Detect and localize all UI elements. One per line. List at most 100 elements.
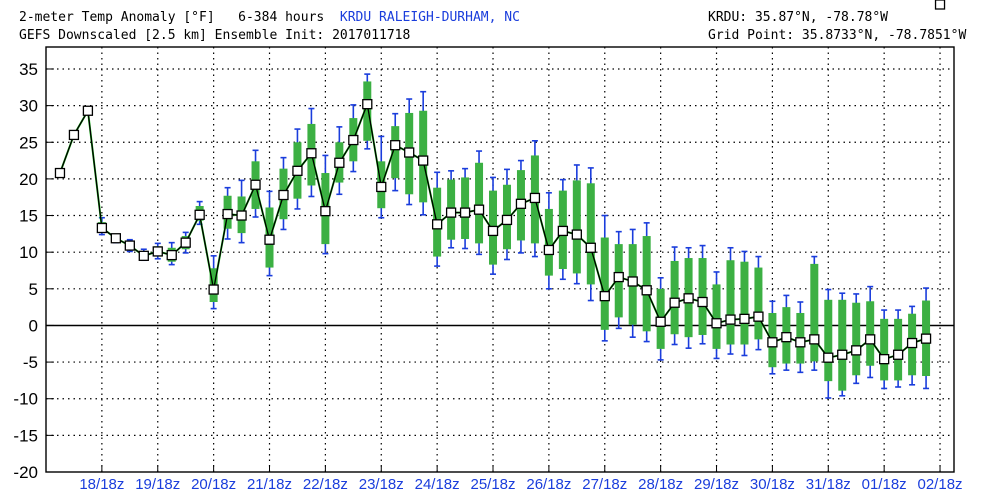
x-tick-label: 01/18z bbox=[862, 476, 907, 493]
median-marker bbox=[501, 214, 513, 226]
y-tick-label: -10 bbox=[13, 390, 38, 409]
median-marker bbox=[473, 204, 485, 215]
median-marker bbox=[152, 246, 163, 257]
x-axis: 18/18z 19/18z 20/18z 21/18z 22/18z 23/18z 24/1… bbox=[79, 466, 963, 493]
box-iqr bbox=[544, 208, 553, 276]
x-tick-label: 31/18z bbox=[806, 476, 851, 493]
box-iqr bbox=[600, 237, 609, 330]
x-tick-label: 28/18z bbox=[638, 476, 683, 493]
y-tick-label: 10 bbox=[19, 243, 38, 262]
median-marker bbox=[236, 210, 247, 221]
median-marker bbox=[278, 189, 289, 201]
x-tick-label: 19/18z bbox=[135, 476, 180, 493]
median-marker bbox=[711, 318, 722, 329]
median-marker bbox=[306, 148, 317, 159]
median-marker bbox=[837, 349, 848, 360]
x-tick-label: 26/18z bbox=[526, 476, 571, 493]
y-tick-label: -15 bbox=[13, 426, 38, 445]
median-marker bbox=[851, 345, 862, 356]
median-marker bbox=[809, 334, 820, 345]
x-tick-label: 29/18z bbox=[694, 476, 739, 493]
median-marker bbox=[96, 222, 108, 234]
y-tick-label: 15 bbox=[19, 207, 38, 226]
median-marker bbox=[138, 250, 149, 261]
median-marker bbox=[459, 207, 471, 218]
median-marker bbox=[934, 0, 946, 10]
median-marker bbox=[431, 219, 443, 230]
y-axis: 35 30 25 20 15 10 5 0 -5 -10 -15 -20 bbox=[13, 60, 54, 482]
y-tick-label: 30 bbox=[19, 97, 38, 116]
median-marker bbox=[739, 313, 750, 325]
x-tick-label: 30/18z bbox=[750, 476, 795, 493]
box-iqr bbox=[475, 162, 484, 244]
x-tick-label: 18/18z bbox=[79, 476, 124, 493]
x-tick-label: 27/18z bbox=[582, 476, 627, 493]
x-tick-label: 23/18z bbox=[359, 476, 404, 493]
median-marker bbox=[487, 225, 499, 237]
chart-title: 2-meter Temp Anomaly [°F] 6-384 hours bbox=[19, 10, 325, 25]
y-tick-label: 5 bbox=[29, 280, 38, 299]
box-iqr bbox=[866, 301, 875, 366]
median-marker bbox=[250, 179, 261, 190]
y-tick-label: 35 bbox=[19, 60, 38, 79]
median-marker bbox=[110, 233, 121, 244]
box-iqr bbox=[838, 299, 847, 391]
median-marker bbox=[585, 242, 596, 253]
median-marker bbox=[920, 333, 932, 344]
median-marker bbox=[865, 334, 876, 345]
x-tick-label: 22/18z bbox=[303, 476, 348, 493]
x-tick-label: 21/18z bbox=[247, 476, 292, 493]
station-coords: KRDU: 35.87°N, -78.78°W bbox=[708, 10, 889, 25]
median-marker bbox=[753, 311, 764, 322]
median-marker bbox=[208, 284, 219, 295]
median-marker bbox=[222, 208, 233, 220]
median-marker bbox=[795, 337, 806, 348]
median-marker bbox=[54, 167, 66, 179]
median-marker bbox=[627, 276, 638, 287]
y-tick-label: 0 bbox=[29, 316, 38, 335]
median-marker bbox=[613, 271, 624, 283]
median-marker bbox=[348, 134, 359, 146]
chart-subtitle: GEFS Downscaled [2.5 km] Ensemble Init: … bbox=[19, 28, 411, 43]
median-marker bbox=[823, 352, 834, 363]
median-marker bbox=[445, 207, 457, 218]
y-tick-label: 25 bbox=[19, 133, 38, 152]
box-iqr bbox=[391, 126, 400, 179]
box-iqr bbox=[852, 302, 861, 376]
box-iqr bbox=[810, 263, 819, 362]
median-marker bbox=[334, 157, 345, 168]
y-tick-label: -20 bbox=[13, 463, 38, 482]
grid-lines bbox=[46, 47, 954, 472]
box-iqr bbox=[586, 183, 595, 285]
plot-frame bbox=[45, 46, 955, 473]
x-tick-label: 20/18z bbox=[191, 476, 236, 493]
median-marker bbox=[669, 297, 680, 308]
median-marker bbox=[697, 296, 708, 308]
y-tick-label: -5 bbox=[23, 353, 38, 372]
median-marker bbox=[264, 234, 275, 245]
median-marker bbox=[390, 140, 401, 151]
box-iqr bbox=[824, 299, 833, 382]
median-marker bbox=[767, 337, 778, 348]
median-marker bbox=[180, 237, 191, 248]
median-marker bbox=[376, 181, 387, 193]
median-marker bbox=[543, 244, 555, 256]
median-marker bbox=[404, 147, 415, 158]
grid-point-coords: Grid Point: 35.8733°N, -78.7851°W bbox=[708, 28, 967, 43]
median-marker bbox=[194, 209, 205, 220]
x-tick-label: 02/18z bbox=[918, 476, 963, 493]
station-name: KRDU RALEIGH-DURHAM, NC bbox=[339, 10, 520, 25]
median-marker bbox=[725, 314, 736, 325]
x-tick-label: 25/18z bbox=[470, 476, 515, 493]
median-marker bbox=[362, 99, 373, 110]
median-marker bbox=[641, 285, 652, 296]
box-iqr bbox=[698, 258, 707, 335]
median-marker bbox=[166, 249, 177, 261]
median-marker bbox=[68, 129, 80, 141]
box-iqr bbox=[572, 180, 581, 274]
box-iqr bbox=[726, 260, 735, 345]
median-marker bbox=[781, 332, 792, 343]
box-iqr bbox=[880, 318, 889, 381]
median-marker bbox=[571, 229, 582, 240]
